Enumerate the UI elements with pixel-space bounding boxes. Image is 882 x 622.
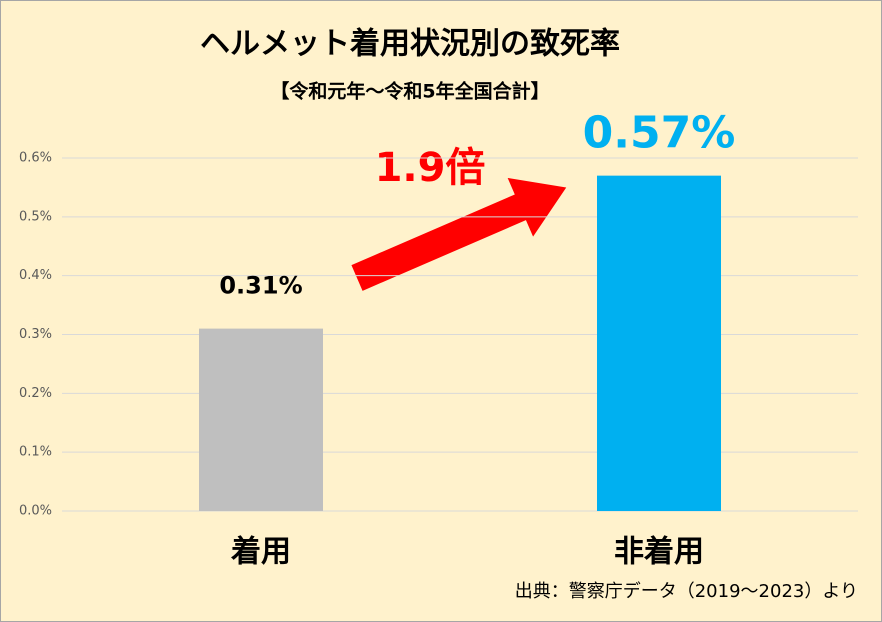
y-tick-label: 0.6% [19,151,52,166]
chart-title: ヘルメット着用状況別の致死率 [200,27,620,62]
y-tick-label: 0.1% [19,445,52,460]
arrow [351,177,567,291]
arrow-shape [351,177,567,291]
source-note: 出典：警察庁データ（2019～2023）より [515,581,858,602]
annotation: 1.9倍 [375,145,486,191]
y-tick-label: 0.0% [19,504,52,519]
value-label: 0.57% [583,108,736,159]
x-tick-label: 着用 [231,535,291,570]
value-label: 0.31% [219,272,302,300]
y-tick-label: 0.2% [19,386,52,401]
y-tick-label: 0.4% [19,268,52,283]
chart-subtitle: 【令和元年～令和5年全国合計】 [270,80,549,103]
y-tick-label: 0.3% [19,327,52,342]
bar [199,328,323,511]
y-tick-label: 0.5% [19,209,52,224]
bar [597,175,721,511]
x-tick-label: 非着用 [614,535,704,570]
